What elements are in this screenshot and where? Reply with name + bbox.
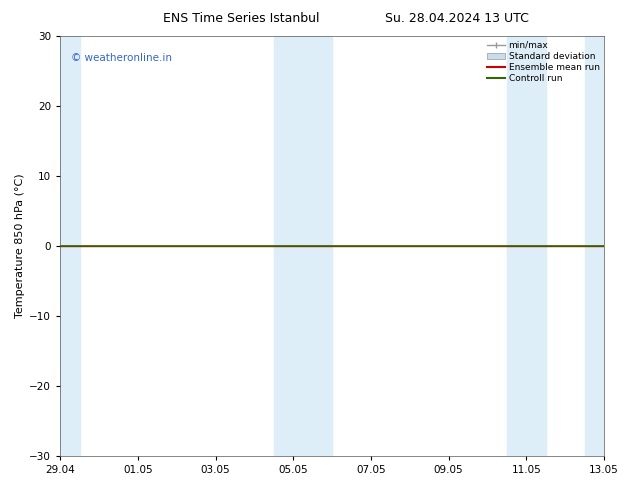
Text: Su. 28.04.2024 13 UTC: Su. 28.04.2024 13 UTC	[385, 12, 528, 25]
Text: © weatheronline.in: © weatheronline.in	[71, 53, 172, 63]
Bar	[274, 36, 332, 456]
Bar	[585, 36, 604, 456]
Bar	[60, 36, 79, 456]
Legend: min/max, Standard deviation, Ensemble mean run, Controll run: min/max, Standard deviation, Ensemble me…	[485, 39, 602, 85]
Text: ENS Time Series Istanbul: ENS Time Series Istanbul	[163, 12, 319, 25]
Y-axis label: Temperature 850 hPa (°C): Temperature 850 hPa (°C)	[15, 174, 25, 318]
Bar	[507, 36, 546, 456]
